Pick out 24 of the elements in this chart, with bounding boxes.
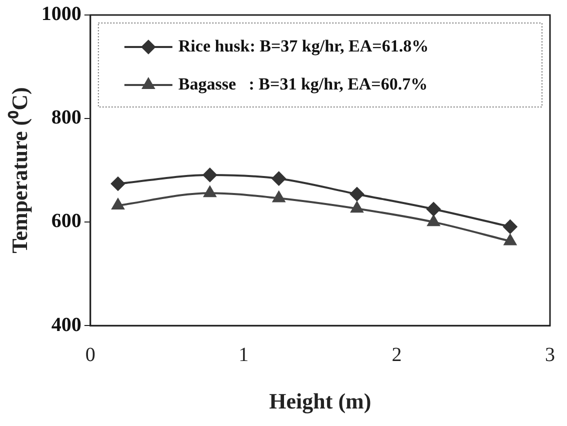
legend-label: Bagasse : B=31 kg/hr, EA=60.7% — [178, 74, 428, 94]
point — [272, 191, 286, 202]
point — [204, 186, 216, 198]
y-tick-label: 600 — [51, 210, 82, 232]
point — [503, 220, 518, 234]
point — [350, 187, 364, 202]
y-tick-label: 800 — [51, 106, 82, 129]
point — [350, 202, 364, 213]
point — [427, 215, 440, 226]
point — [110, 176, 125, 191]
point — [272, 172, 286, 186]
x-tick-label: 0 — [85, 344, 96, 366]
x-tick-label: 3 — [545, 344, 555, 366]
point — [202, 168, 217, 182]
x-axis-title: Height (m) — [269, 388, 372, 414]
x-tick-label: 2 — [392, 344, 402, 366]
point — [504, 234, 516, 246]
y-tick-label: 400 — [51, 314, 82, 336]
x-tick-label: 1 — [238, 344, 249, 366]
y-axis-title: Temperature (⁰C) — [6, 87, 32, 254]
y-tick-label: 1000 — [41, 3, 82, 26]
point — [112, 198, 124, 210]
legend-label: Rice husk: B=37 kg/hr, EA=61.8% — [178, 36, 429, 56]
point — [426, 202, 441, 216]
